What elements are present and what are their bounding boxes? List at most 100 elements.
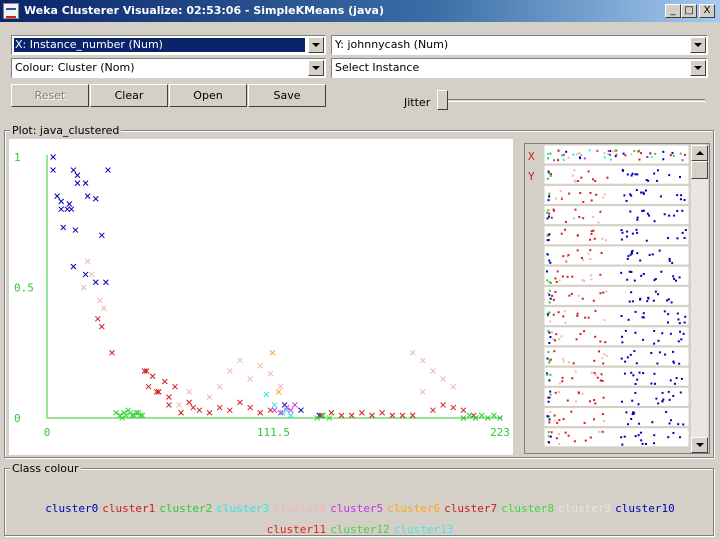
- data-point-cluster2: [466, 412, 473, 419]
- chevron-down-icon[interactable]: [308, 37, 324, 53]
- data-point-cluster4: [277, 383, 284, 390]
- scroll-down-icon[interactable]: [691, 437, 708, 453]
- legend-item-cluster9[interactable]: cluster9: [558, 502, 612, 515]
- data-point-cluster0: [74, 172, 81, 179]
- attribute-thumbnail[interactable]: [544, 327, 689, 346]
- instance-select[interactable]: Select Instance: [331, 58, 708, 78]
- attribute-thumbnail[interactable]: [544, 185, 689, 204]
- data-point-cluster7: [143, 368, 150, 374]
- legend-item-cluster1[interactable]: cluster1: [102, 502, 156, 515]
- attribute-matrix-svg[interactable]: XY: [525, 144, 709, 453]
- matrix-y-label: Y: [528, 170, 535, 183]
- data-point-cluster4: [257, 362, 264, 369]
- legend-item-cluster4[interactable]: cluster4: [273, 502, 327, 515]
- jitter-slider-thumb[interactable]: [437, 90, 448, 110]
- minimize-button[interactable]: _: [665, 4, 681, 18]
- attribute-thumbnail[interactable]: [544, 145, 689, 164]
- data-point-cluster8: [127, 409, 134, 416]
- class-colour-legend: cluster0 cluster1 cluster2 cluster3 cluster4…: [9, 478, 711, 534]
- open-button[interactable]: Open: [169, 84, 247, 107]
- data-point-cluster1: [145, 383, 152, 390]
- data-point-cluster4: [419, 389, 426, 395]
- data-point-cluster5: [291, 402, 298, 408]
- data-point-cluster4: [80, 284, 87, 291]
- scatter-plot-area[interactable]: 0 111.5 223 0 0.5 1: [9, 139, 513, 455]
- legend-item-cluster12[interactable]: cluster12: [330, 523, 390, 534]
- data-point-cluster1: [338, 412, 345, 419]
- data-point-cluster0: [84, 193, 91, 200]
- jitter-slider-track[interactable]: [437, 99, 705, 102]
- attribute-thumbnail[interactable]: [544, 408, 689, 427]
- y-tick-label: 1: [14, 151, 21, 164]
- data-point-cluster4: [101, 305, 107, 312]
- reset-button[interactable]: Reset: [11, 84, 89, 107]
- matrix-scrollbar[interactable]: [691, 145, 708, 453]
- attribute-thumbnail[interactable]: [544, 226, 689, 245]
- attribute-thumbnail[interactable]: [544, 307, 689, 326]
- attribute-thumbnail[interactable]: [544, 206, 689, 225]
- data-point-cluster2: [478, 412, 485, 419]
- legend-item-cluster0[interactable]: cluster0: [45, 502, 99, 515]
- data-point-cluster8: [314, 415, 321, 421]
- data-point-cluster8: [123, 412, 130, 419]
- y-axis-select[interactable]: Y: johnnycash (Num): [331, 35, 708, 55]
- attribute-thumbnail[interactable]: [544, 165, 689, 184]
- data-point-cluster8: [119, 415, 126, 421]
- attribute-thumbnail[interactable]: [544, 246, 689, 265]
- legend-item-cluster2[interactable]: cluster2: [159, 502, 213, 515]
- attribute-thumbnail[interactable]: [544, 286, 689, 305]
- data-point-cluster1: [206, 409, 213, 416]
- legend-item-cluster10[interactable]: cluster10: [615, 502, 675, 515]
- x-axis-select-value: X: Instance_number (Num): [14, 38, 305, 52]
- data-point-cluster0: [70, 167, 77, 173]
- maximize-button[interactable]: □: [681, 4, 697, 18]
- y-tick-label: 0: [14, 412, 21, 425]
- plot-group: [4, 130, 714, 458]
- data-point-cluster2: [484, 415, 491, 421]
- clear-button[interactable]: Clear: [90, 84, 168, 107]
- scroll-thumb[interactable]: [691, 161, 708, 179]
- attribute-thumbnail[interactable]: [544, 387, 689, 406]
- legend-item-cluster3[interactable]: cluster3: [216, 502, 270, 515]
- data-point-cluster4: [88, 271, 95, 278]
- attribute-thumbnail[interactable]: [544, 367, 689, 386]
- data-point-cluster7: [190, 404, 197, 411]
- data-point-cluster5: [283, 404, 290, 411]
- attribute-thumbnail[interactable]: [544, 428, 689, 447]
- colour-select[interactable]: Colour: Cluster (Nom): [11, 58, 326, 78]
- y-tick-label: 0.5: [14, 282, 34, 295]
- scroll-up-icon[interactable]: [691, 145, 708, 161]
- chevron-down-icon[interactable]: [690, 37, 706, 53]
- attribute-thumbnail[interactable]: [544, 266, 689, 285]
- legend-item-cluster6[interactable]: cluster6: [387, 502, 441, 515]
- matrix-x-label: X: [528, 150, 535, 163]
- close-button[interactable]: X: [699, 4, 715, 18]
- save-button[interactable]: Save: [248, 84, 326, 107]
- legend-item-cluster8[interactable]: cluster8: [501, 502, 555, 515]
- class-colour-group: [4, 468, 714, 536]
- attribute-thumbnail[interactable]: [544, 347, 689, 366]
- data-point-cluster3: [263, 391, 270, 398]
- data-point-cluster1: [166, 394, 172, 400]
- chevron-down-icon[interactable]: [308, 60, 324, 76]
- legend-item-cluster11[interactable]: cluster11: [266, 523, 327, 534]
- data-point-cluster1: [196, 407, 203, 414]
- legend-item-cluster7[interactable]: cluster7: [444, 502, 498, 515]
- data-point-cluster4: [430, 368, 436, 374]
- chevron-down-icon[interactable]: [690, 60, 706, 76]
- data-point-cluster1: [359, 409, 365, 416]
- x-axis-select[interactable]: X: Instance_number (Num): [11, 35, 326, 55]
- window-title: Weka Clusterer Visualize: 02:53:06 - Sim…: [24, 4, 384, 17]
- data-point-cluster3: [287, 412, 294, 419]
- data-point-cluster1: [216, 404, 223, 411]
- data-point-cluster5: [277, 409, 284, 416]
- data-point-cluster0: [58, 206, 65, 213]
- colour-select-value: Colour: Cluster (Nom): [15, 61, 135, 74]
- legend-item-cluster13[interactable]: cluster13: [393, 523, 454, 534]
- legend-item-cluster5[interactable]: cluster5: [330, 502, 384, 515]
- scatter-plot-svg[interactable]: 0 111.5 223 0 0.5 1: [9, 139, 513, 455]
- data-point-cluster0: [50, 167, 56, 173]
- data-point-cluster4: [206, 394, 213, 400]
- data-point-cluster0: [64, 206, 71, 213]
